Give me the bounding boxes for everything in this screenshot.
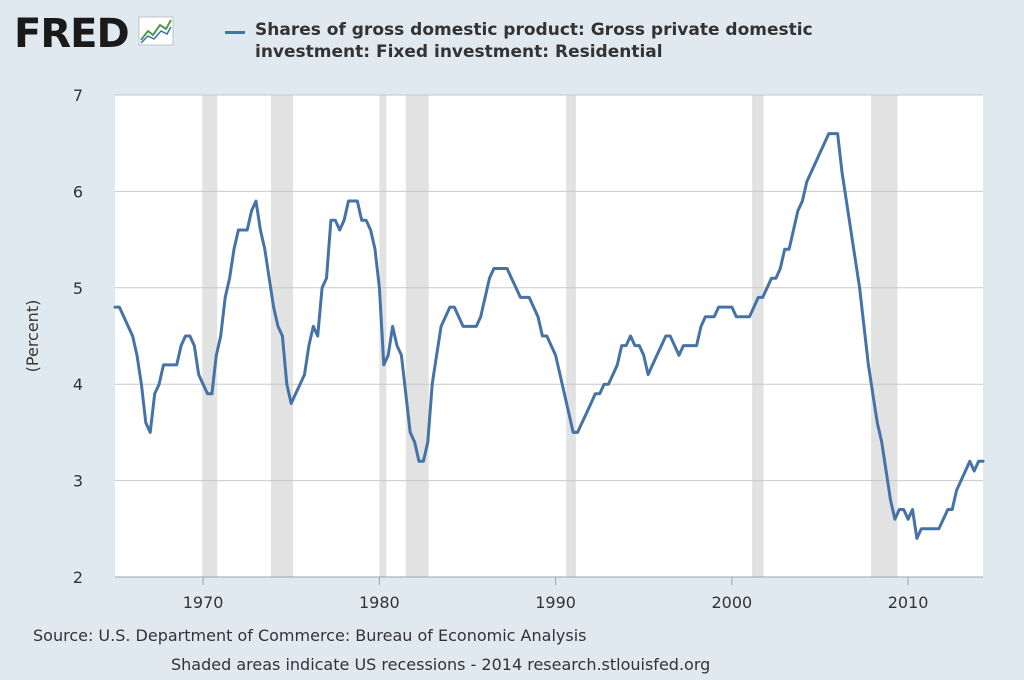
series <box>113 132 985 540</box>
legend-line-swatch <box>225 31 245 34</box>
fred-logo-text: FRED <box>14 11 130 57</box>
fred-logo[interactable]: FRED <box>14 11 130 57</box>
recession-band <box>405 95 429 577</box>
legend-label: Shares of gross domestic product: Gross … <box>255 20 813 62</box>
x-tick-label: 1990 <box>535 593 576 612</box>
y-axis-ticks: 2 3 4 5 6 7 <box>73 86 83 587</box>
x-tick-label: 1980 <box>359 593 400 612</box>
fred-logo-graph-icon <box>138 16 174 46</box>
y-axis-label: (Percent) <box>23 300 42 373</box>
x-axis-ticks: 1970 1980 1990 2000 2010 <box>115 576 983 612</box>
series-line <box>113 132 985 540</box>
plot-area <box>115 95 983 577</box>
y-tick-label: 4 <box>73 375 83 394</box>
recession-band <box>566 95 576 577</box>
recession-band <box>752 95 764 577</box>
y-tick-label: 2 <box>73 568 83 587</box>
x-tick-label: 2010 <box>888 593 929 612</box>
y-tick-label: 5 <box>73 279 83 298</box>
recession-band <box>871 95 898 577</box>
chart-legend: Shares of gross domestic product: Gross … <box>225 19 865 63</box>
y-tick-label: 7 <box>73 86 83 105</box>
source-note: Source: U.S. Department of Commerce: Bur… <box>33 626 587 645</box>
recession-band <box>202 95 218 577</box>
recession-note: Shaded areas indicate US recessions - 20… <box>171 655 711 674</box>
y-tick-label: 3 <box>73 472 83 491</box>
x-tick-label: 1970 <box>183 593 224 612</box>
y-tick-label: 6 <box>73 182 83 201</box>
x-tick-label: 2000 <box>711 593 752 612</box>
